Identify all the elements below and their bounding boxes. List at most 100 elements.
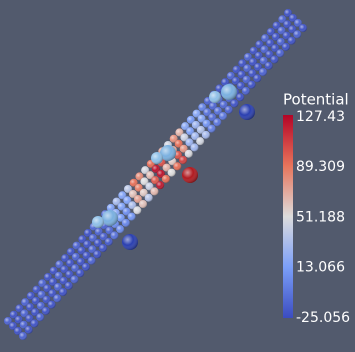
atom-shade — [236, 81, 245, 90]
atom-shade — [213, 118, 222, 127]
atom-shade — [14, 315, 23, 324]
atom-shade — [59, 288, 67, 296]
atom-shade — [117, 202, 126, 211]
atom-shade — [160, 145, 176, 161]
atom-shade — [64, 281, 73, 290]
atom-shade — [47, 300, 56, 309]
atom-shade — [226, 71, 235, 80]
atom-shade — [26, 303, 35, 312]
atom-shade — [53, 294, 62, 303]
atom-shade — [82, 251, 91, 260]
atom-shade — [231, 76, 240, 85]
atom-shade — [191, 132, 200, 141]
atom-shade — [49, 278, 57, 286]
atom-shade — [54, 271, 63, 280]
atom-shade — [209, 91, 221, 103]
atom-shade — [122, 207, 131, 216]
atom-shade — [197, 114, 206, 123]
atom-shade — [150, 187, 159, 196]
atom-shade — [133, 206, 142, 215]
atom-shade — [271, 44, 280, 53]
atom-shade — [289, 14, 297, 22]
atom-shade — [32, 285, 41, 294]
atom-shade — [94, 227, 103, 236]
atom-shade — [247, 80, 256, 89]
atom-shade — [26, 291, 35, 300]
atom-shade — [249, 58, 257, 66]
atom-shade — [84, 229, 92, 237]
atom-shade — [293, 30, 302, 39]
atom-shade — [134, 195, 142, 203]
atom-shade — [219, 100, 228, 109]
atom-shade — [42, 295, 51, 304]
atom-shade — [65, 270, 74, 279]
atom-shade — [259, 56, 268, 65]
atom-shade — [288, 25, 297, 34]
colorbar-tick-label: -25.056 — [296, 310, 350, 326]
atom-shade — [232, 65, 241, 74]
atom-shade — [36, 313, 45, 322]
atom-shade — [244, 53, 252, 61]
molecule — [4, 9, 307, 340]
atom-shade — [264, 61, 273, 70]
atom-shade — [129, 190, 137, 198]
atom-shade — [141, 166, 150, 175]
atom-shade — [72, 241, 81, 250]
atom-shade — [151, 176, 160, 185]
atom-shade — [190, 143, 199, 152]
atom-shade — [196, 125, 205, 134]
colorbar-tick-label: 51.188 — [296, 209, 345, 225]
atom-shade — [116, 225, 125, 234]
atom-shade — [266, 27, 275, 36]
atom-shade — [25, 314, 34, 323]
atom-shade — [102, 210, 118, 226]
atom-shade — [278, 15, 287, 24]
atom-shade — [124, 185, 132, 193]
atom-shade — [105, 226, 114, 235]
atom-shade — [173, 162, 182, 171]
atom-shade — [198, 103, 207, 112]
atom-shade — [43, 284, 52, 293]
atom-shade — [254, 51, 263, 60]
atom-shade — [48, 289, 57, 298]
atom-shade — [156, 169, 165, 178]
colorbar-title: Potential — [283, 91, 349, 109]
atom-shade — [21, 298, 30, 307]
atom-shade — [70, 275, 79, 284]
colorbar-tick-label: 127.43 — [296, 109, 345, 125]
atom-shade — [38, 279, 47, 288]
atom-shade — [110, 231, 119, 240]
atom-shade — [255, 40, 264, 49]
atom-shade — [9, 322, 17, 330]
atom-shade — [221, 84, 237, 100]
atom-shade — [71, 264, 80, 273]
atom-shade — [61, 254, 70, 263]
atom-shade — [20, 309, 29, 318]
atom-shade — [241, 86, 250, 95]
atom-shade — [276, 37, 285, 46]
atom-shade — [239, 104, 255, 120]
atom-shade — [276, 49, 285, 58]
atom-shade — [151, 152, 163, 164]
atom-shade — [184, 149, 193, 158]
atom-shade — [77, 246, 86, 255]
colorbar — [283, 115, 293, 318]
atom-shade — [186, 115, 195, 124]
atom-shade — [49, 266, 58, 275]
atom-shade — [299, 24, 307, 32]
atom-shade — [15, 304, 24, 313]
atom-shade — [88, 245, 97, 254]
atom-shade — [139, 188, 148, 197]
atom-shade — [93, 250, 102, 259]
atom-shade — [174, 139, 183, 148]
atom-shade — [76, 269, 85, 278]
atom-shade — [249, 46, 258, 55]
atom-shade — [151, 164, 160, 173]
atom-shade — [44, 273, 52, 281]
atom-shade — [31, 308, 40, 317]
atom-shade — [87, 256, 96, 265]
atom-shade — [134, 183, 143, 192]
atom-shade — [156, 181, 165, 190]
atom-shade — [19, 320, 28, 329]
